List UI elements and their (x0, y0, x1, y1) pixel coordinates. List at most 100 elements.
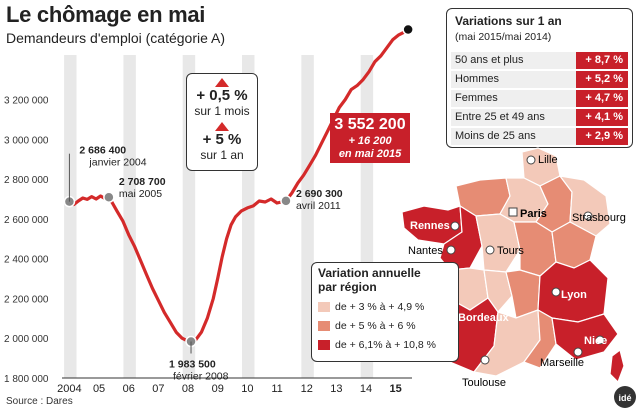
x-tick-label: 12 (301, 383, 313, 395)
city-marker (551, 287, 561, 297)
region-centre (475, 213, 521, 273)
year-change-value: + 5 % (202, 131, 242, 148)
city-marker (450, 221, 460, 231)
data-point-marker (103, 191, 115, 203)
variation-row: Hommes + 5,2 % (451, 71, 628, 88)
variation-row: Entre 25 et 49 ans + 4,1 % (451, 109, 628, 126)
y-tick-label: 3 000 000 (4, 135, 49, 146)
variation-value: + 2,9 % (576, 128, 628, 145)
city-label: Bordeaux (458, 312, 510, 324)
year-band (123, 55, 136, 378)
variation-row: Moins de 25 ans + 2,9 % (451, 128, 628, 145)
variation-label: Moins de 25 ans (455, 130, 536, 142)
capital-marker (508, 207, 518, 217)
x-tick-label: 08 (182, 383, 194, 395)
variation-value: + 4,7 % (576, 90, 628, 107)
x-tick-label: 10 (241, 383, 253, 395)
city-label: Paris (520, 208, 547, 220)
latest-label: en mai 2015 (338, 148, 402, 160)
legend-swatch (318, 321, 330, 332)
city-label: Rennes (410, 220, 450, 232)
annotation-value: 1 983 500 (169, 358, 216, 370)
region-corse (609, 348, 625, 384)
latest-change: + 16 200 (348, 135, 392, 147)
page-title: Le chômage en mai (6, 2, 206, 27)
city-marker (446, 245, 456, 255)
change-callout: + 0,5 % sur 1 mois + 5 % sur 1 an (186, 73, 258, 171)
variations-panel: Variations sur 1 an (mai 2015/mai 2014) … (446, 8, 633, 148)
x-tick-label: 05 (93, 383, 105, 395)
arrow-up-icon (215, 78, 229, 87)
variations-subtitle: (mai 2015/mai 2014) (455, 31, 552, 43)
year-band (64, 55, 77, 378)
annotation-label: janvier 2004 (88, 157, 146, 169)
idé-logo: idé (614, 386, 636, 408)
y-tick-label: 3 200 000 (4, 96, 49, 107)
legend-title: Variation annuelle par région (318, 266, 421, 294)
city-marker (480, 355, 490, 365)
region-alsace-lorraine (558, 175, 611, 237)
month-change-value: + 0,5 % (196, 87, 248, 104)
variation-row: 50 ans et plus + 8,7 % (451, 52, 628, 69)
data-point-marker (280, 195, 292, 207)
city-marker (485, 245, 495, 255)
x-tick-label: 11 (271, 383, 282, 395)
legend-item: de + 3 % à + 4,9 % (318, 301, 424, 313)
year-band (301, 55, 314, 378)
x-tick-label: 15 (390, 383, 402, 395)
legend-label: de + 3 % à + 4,9 % (335, 301, 425, 313)
source-note: Source : Dares (6, 396, 73, 407)
year-change-label: sur 1 an (200, 148, 244, 162)
legend-label: de + 5 % à + 6 % (335, 320, 416, 332)
city-marker (573, 347, 583, 357)
variation-value: + 8,7 % (576, 52, 628, 69)
map-legend: Variation annuelle par région de + 3 % à… (311, 262, 459, 362)
city-label: Nice (584, 335, 607, 347)
city-marker (595, 335, 605, 345)
month-change-label: sur 1 mois (194, 104, 250, 118)
city-marker (526, 155, 536, 165)
city-label: Lyon (561, 289, 587, 301)
latest-value: 3 552 200 (334, 116, 406, 133)
city-label: Strasbourg (572, 212, 626, 224)
y-tick-label: 2 200 000 (4, 294, 49, 305)
variation-label: Entre 25 et 49 ans (455, 111, 545, 123)
y-tick-label: 2 800 000 (4, 175, 49, 186)
x-tick-label: 09 (212, 383, 224, 395)
city-label: Toulouse (462, 377, 506, 389)
city-label: Nantes (408, 245, 443, 257)
page-subtitle: Demandeurs d'emploi (catégorie A) (6, 30, 226, 46)
variation-value: + 5,2 % (576, 71, 628, 88)
city-marker (583, 211, 593, 221)
y-tick-label: 2 400 000 (4, 255, 49, 266)
annotation-label: février 2008 (173, 370, 229, 382)
annotation-value: 2 708 700 (119, 176, 166, 188)
annotation-label: avril 2011 (296, 200, 341, 212)
latest-value-box: 3 552 200 + 16 200 en mai 2015 (330, 113, 410, 163)
variation-label: Femmes (455, 92, 498, 104)
variation-label: 50 ans et plus (455, 54, 524, 66)
y-tick-label: 2 000 000 (4, 334, 49, 345)
region-paca (551, 313, 619, 361)
x-tick-label: 07 (152, 383, 164, 395)
x-tick-label: 13 (330, 383, 342, 395)
x-tick-label: 2004 (57, 383, 81, 395)
city-label: Lille (538, 154, 558, 166)
annotation-label: mai 2005 (119, 188, 162, 200)
annotation-value: 2 690 300 (296, 188, 343, 200)
series-line (67, 27, 410, 344)
variation-label: Hommes (455, 73, 500, 85)
variation-row: Femmes + 4,7 % (451, 90, 628, 107)
city-label: Tours (497, 245, 524, 257)
variations-title: Variations sur 1 an (455, 14, 562, 28)
data-point-marker (402, 23, 414, 36)
y-tick-label: 1 800 000 (4, 374, 49, 385)
svg-text:idé: idé (618, 393, 631, 403)
legend-item: de + 5 % à + 6 % (318, 320, 416, 332)
y-tick-label: 2 600 000 (4, 215, 49, 226)
legend-swatch (318, 302, 330, 313)
legend-label: de + 6,1% à + 10,8 % (335, 339, 436, 351)
legend-item: de + 6,1% à + 10,8 % (318, 339, 436, 351)
x-tick-label: 06 (123, 383, 135, 395)
